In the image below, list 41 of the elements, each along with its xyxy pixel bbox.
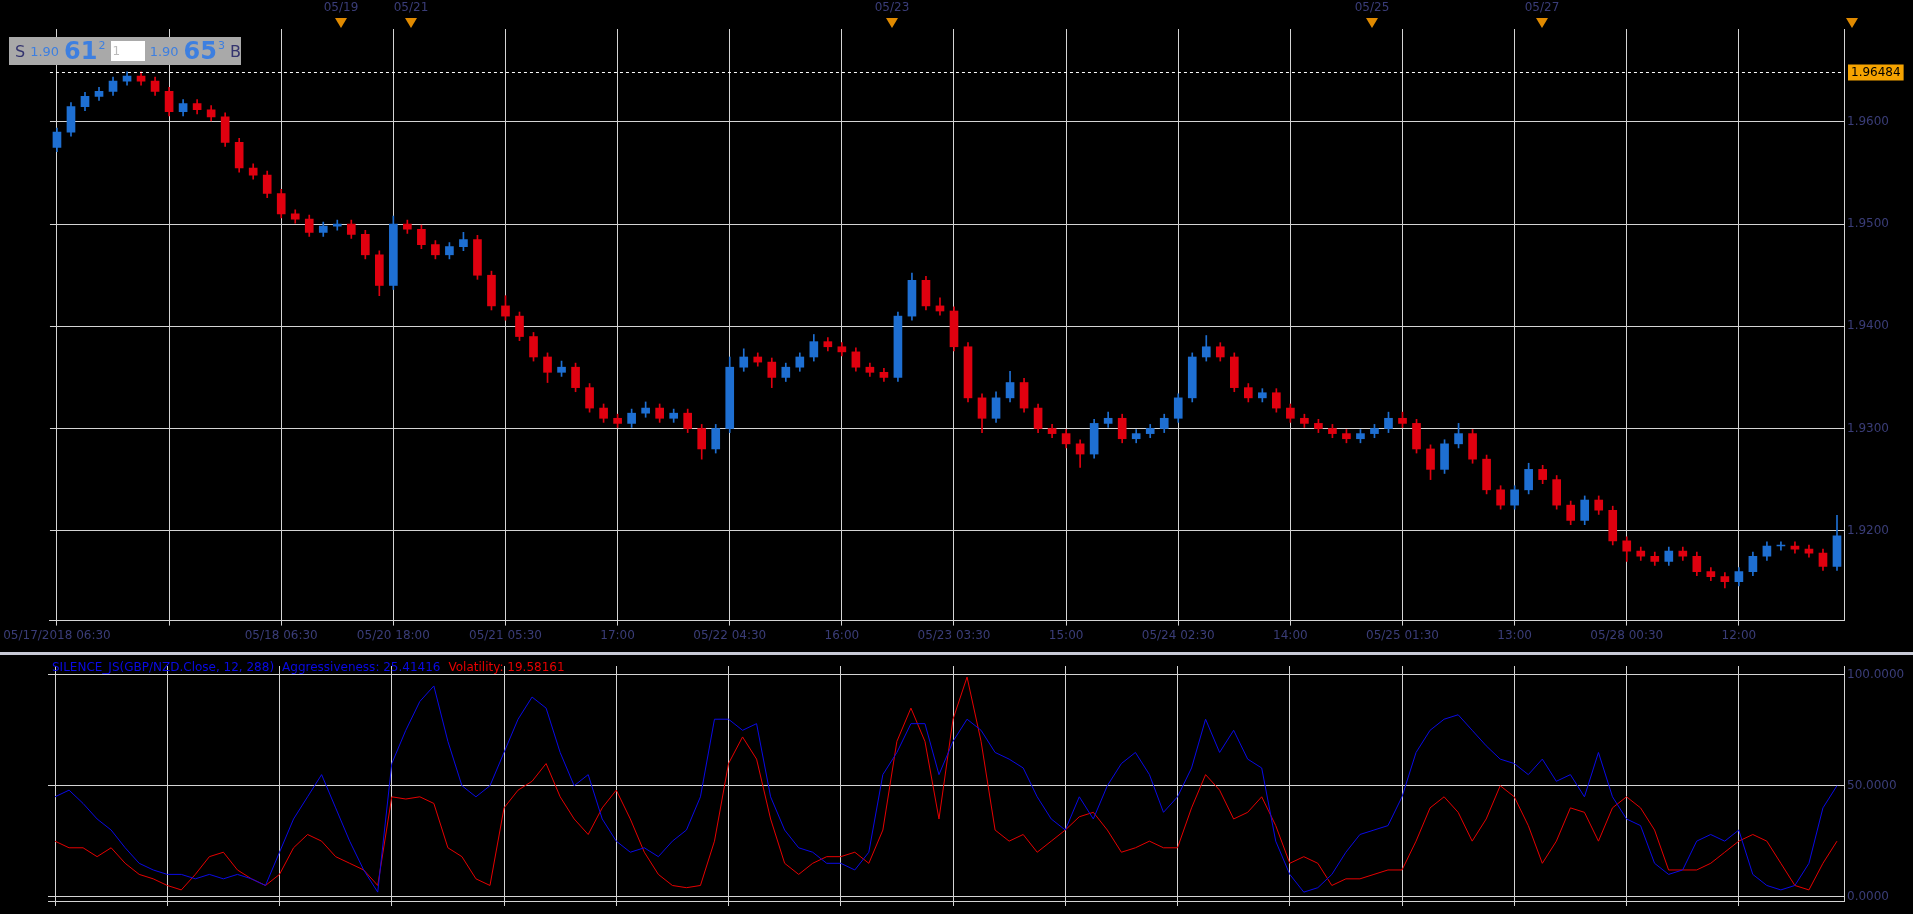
x-tick-label: 15:00 [1048,627,1084,642]
x-tick-label: 05/28 00:30 [1590,627,1664,642]
x-tick-label: 05/21 05:30 [468,627,542,642]
text: 05/27 [1523,0,1561,14]
annotation: 65 [183,37,218,65]
annotation: 61 [64,37,98,65]
y-tick-label: 1.9400 [1847,318,1889,333]
x-tick-label: 05/17/2018 06:30 [3,627,111,642]
y-tick-label: 1.9500 [1847,216,1889,231]
x-tick-label: 16:00 [824,627,860,642]
x-tick-label: 05/22 04:30 [693,627,767,642]
text: 05/25 [1353,0,1391,14]
x-tick-label: 05/20 18:00 [356,627,430,642]
y-tick-label: 100.0000 [1847,666,1905,681]
annotation: 1.90 [149,43,179,59]
annotation: 1.90 [30,43,60,59]
annotation: 2 [98,39,106,52]
x-tick-label: 05/23 03:30 [917,627,991,642]
text: 05/19 [322,0,360,14]
text: S [15,41,26,61]
text: 05/21 [392,0,430,14]
chart-title: SILENCE_JS(GBP/NZD.Close, 12, 288) [52,660,275,675]
x-tick-label: 17:00 [600,627,635,642]
x-tick-label: 12:00 [1721,627,1757,642]
series-label: Aggressiveness: 25.41416 [282,660,441,675]
text: Volatility: 19.58161 [448,660,565,675]
x-tick-label: 13:00 [1497,627,1532,642]
text: 05/23 [873,0,911,14]
y-tick-label: 1.9300 [1847,420,1889,435]
annotation: 3 [218,39,226,52]
x-tick-label: 05/18 06:30 [244,627,318,642]
quantity-field: 1 [110,41,145,61]
y-tick-label: 1.9600 [1847,114,1889,129]
ref-line-label: 1.96484 [1851,64,1901,79]
annotation: B [230,41,241,61]
y-tick-label: 1.9200 [1847,522,1889,537]
x-tick-label: 05/25 01:30 [1366,627,1439,642]
y-tick-label: 50.0000 [1847,777,1897,792]
y-tick-label: 0.0000 [1847,888,1889,903]
x-tick-label: 14:00 [1273,627,1308,642]
x-tick-label: 05/24 02:30 [1141,627,1215,642]
